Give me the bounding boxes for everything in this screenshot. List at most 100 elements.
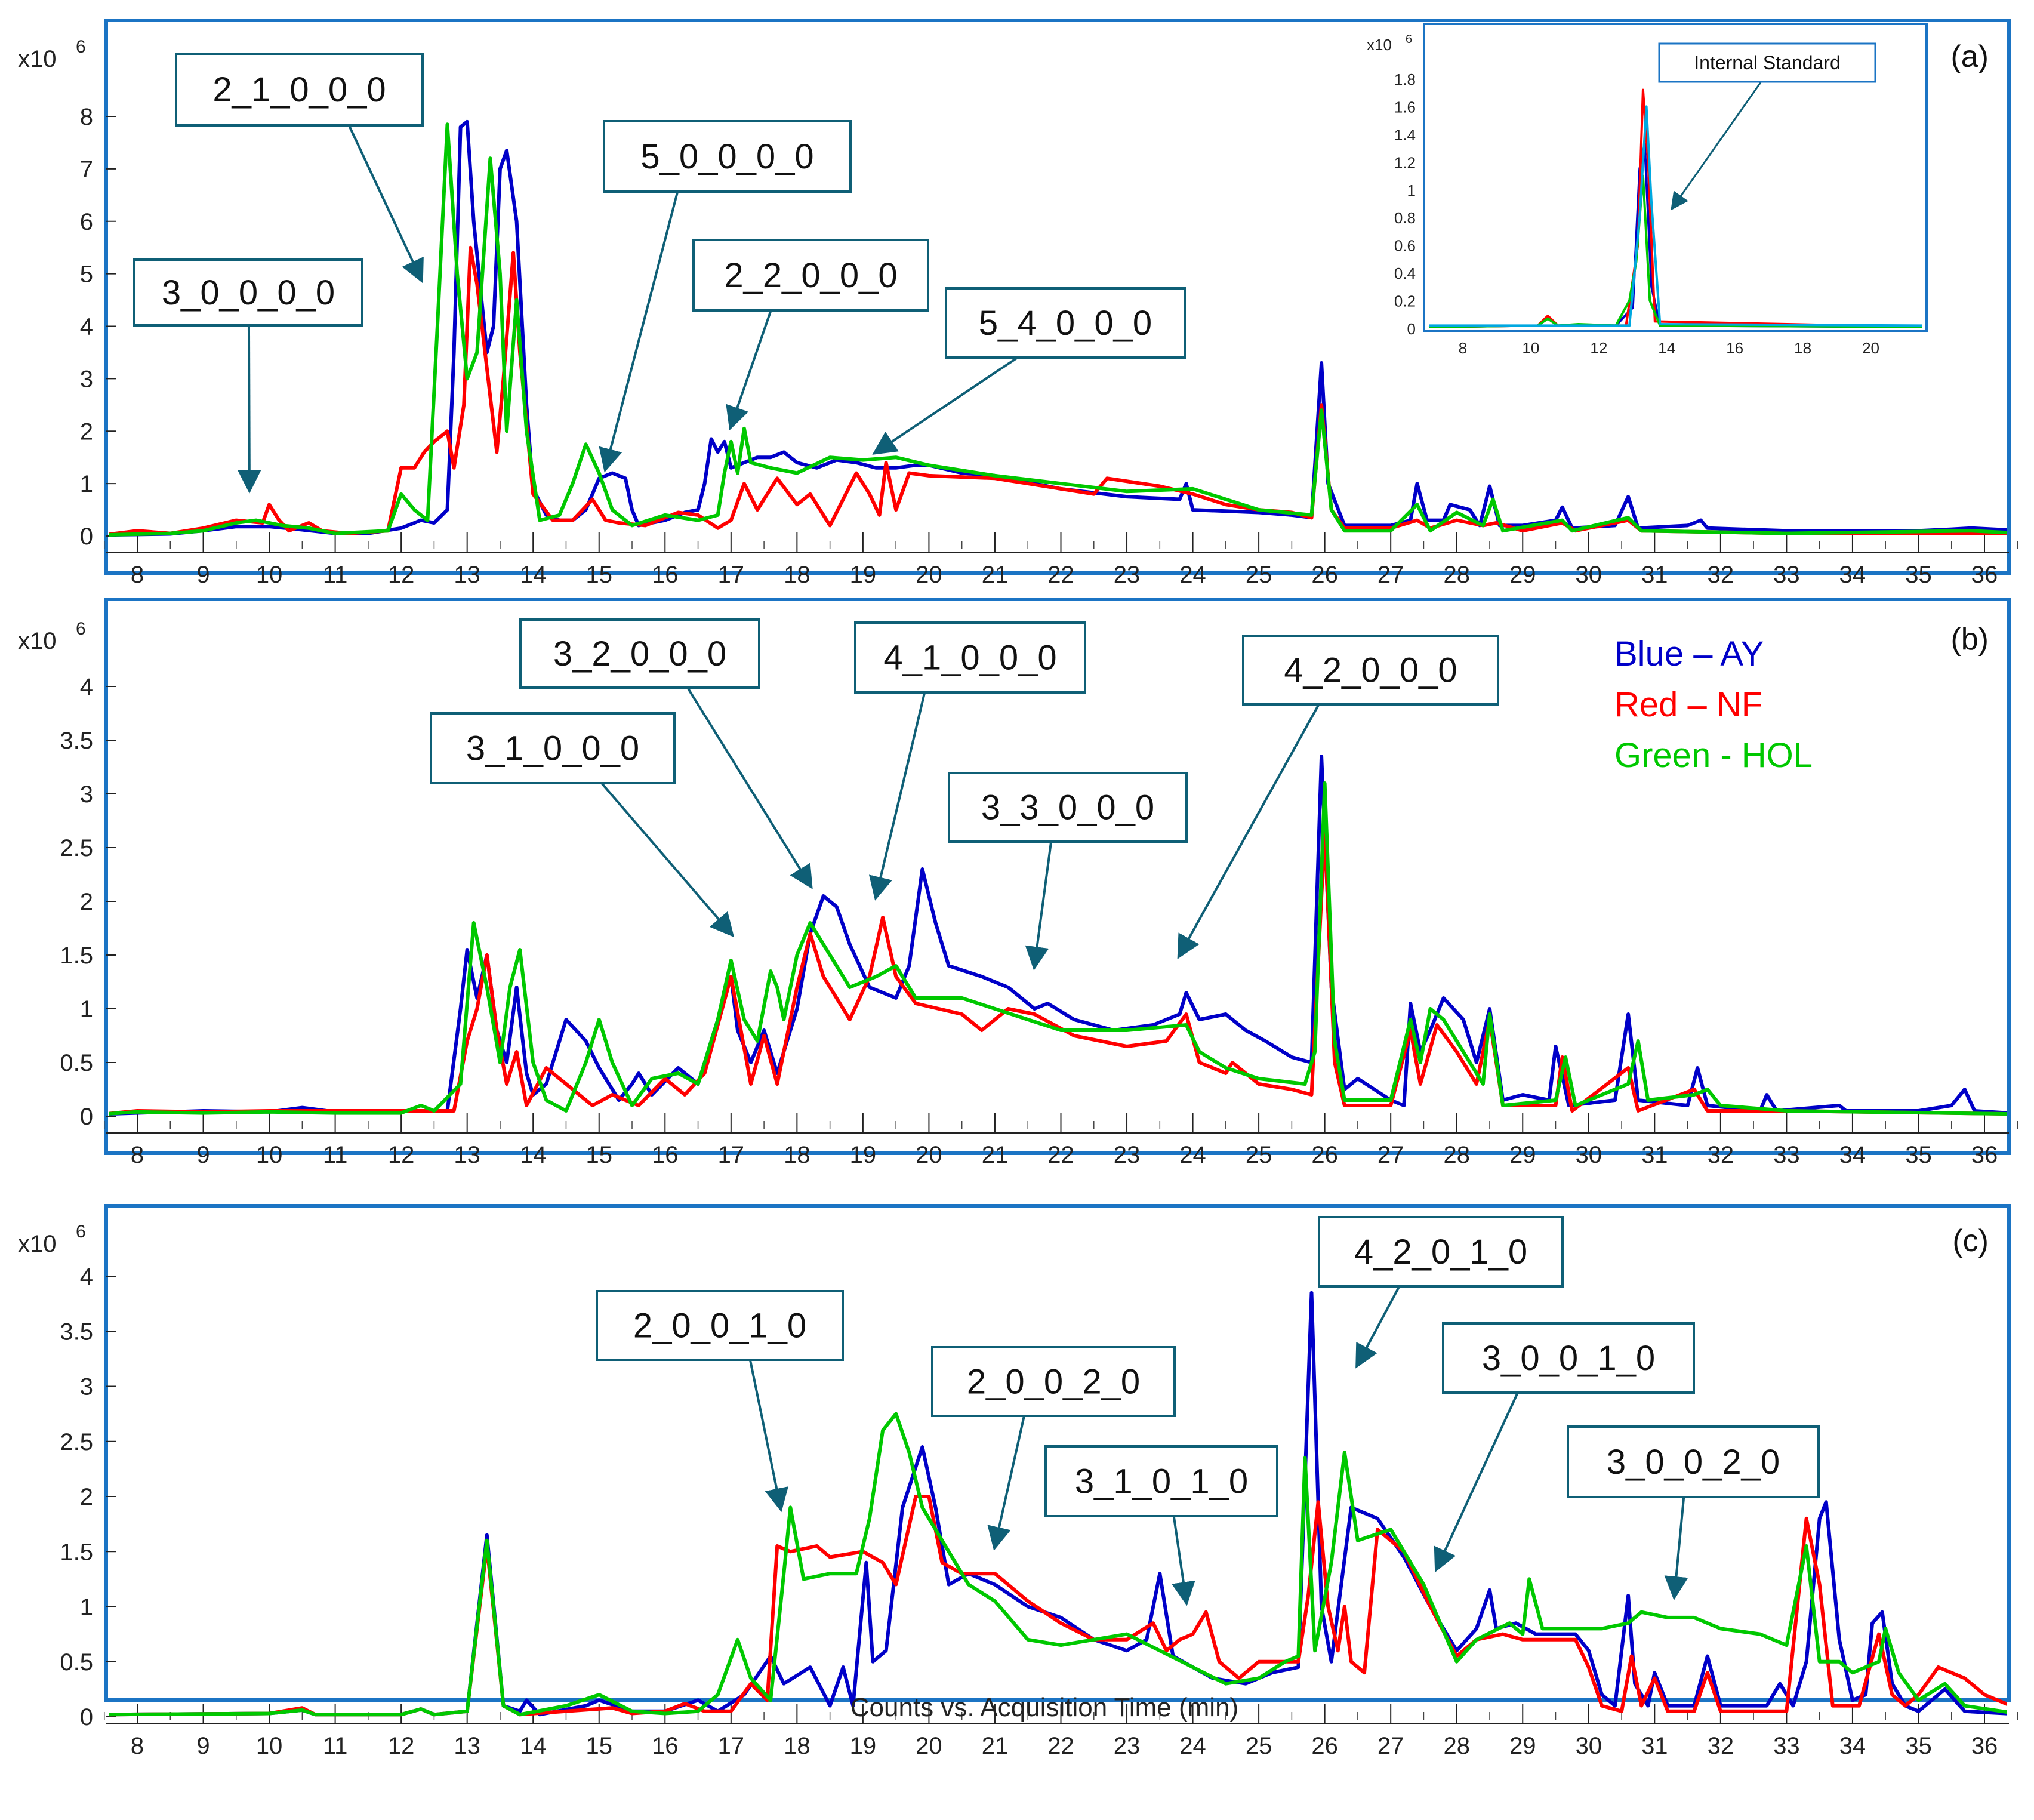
x-tick-label: 23 xyxy=(1114,1733,1141,1759)
x-tick-label: 10 xyxy=(256,1142,283,1168)
legend-entry: Blue – AY xyxy=(1614,635,1764,673)
y-tick-label: 4 xyxy=(80,674,93,700)
series-line-red xyxy=(109,245,2007,537)
x-tick-label: 19 xyxy=(850,1733,877,1759)
x-tick-label: 8 xyxy=(131,1733,144,1759)
annotation-arrow xyxy=(347,125,424,284)
x-tick-label: 12 xyxy=(388,562,415,588)
y-tick-label: 5 xyxy=(80,261,93,288)
x-tick-label: 8 xyxy=(131,562,144,588)
y-tick-label: 1 xyxy=(80,471,93,497)
y-exponent-label: x10 xyxy=(18,46,57,72)
y-tick-label: 3.5 xyxy=(60,1319,93,1345)
annotation-arrow xyxy=(1434,1392,1519,1573)
annotation-label: 2_1_0_0_0 xyxy=(212,70,386,109)
x-tick-label: 20 xyxy=(916,1733,942,1759)
annotation-arrow xyxy=(872,356,1019,455)
annotation-box xyxy=(133,258,363,327)
y-tick-label: 2 xyxy=(80,889,93,915)
y-tick-label: 3 xyxy=(80,781,93,808)
x-tick-label: 26 xyxy=(1311,562,1338,588)
x-tick-label: 32 xyxy=(1708,1142,1734,1168)
annotation-arrow xyxy=(600,782,735,938)
y-tick-label: 2 xyxy=(80,418,93,445)
annotation-arrow xyxy=(686,686,813,889)
x-tick-label: 24 xyxy=(1179,1142,1206,1168)
x-tick-label: 15 xyxy=(586,562,613,588)
x-tick-label: 30 xyxy=(1576,1733,1602,1759)
x-tick-label: 25 xyxy=(1246,1142,1272,1168)
x-tick-label: 10 xyxy=(256,562,283,588)
x-tick-label: 29 xyxy=(1509,1142,1536,1168)
x-tick-label: 20 xyxy=(916,562,942,588)
annotation-label: 4_2_0_0_0 xyxy=(1284,651,1457,690)
x-tick-label: 21 xyxy=(982,1142,1009,1168)
x-tick-label: 36 xyxy=(1971,1733,1998,1759)
annotation-box xyxy=(854,621,1086,694)
y-tick-label: 8 xyxy=(80,104,93,130)
annotation-arrow xyxy=(1172,1516,1195,1606)
annotation-arrow xyxy=(868,692,926,901)
annotation-arrow xyxy=(1664,1496,1688,1601)
x-axis-title: Counts vs. Acquisition Time (min) xyxy=(850,1693,1239,1722)
x-tick-label: 21 xyxy=(982,1733,1009,1759)
inset-y-tick-label: 1.2 xyxy=(1394,153,1416,171)
x-tick-label: 15 xyxy=(586,1733,613,1759)
panel-1: 8 9 10 11 12 13 14 15 16 17 18 19 20 21 22 23 24 25 26 27 28… xyxy=(18,19,2018,588)
x-tick-label: 19 xyxy=(850,562,877,588)
inset-exponent-label: x10 xyxy=(1367,36,1392,54)
inset-x-tick-label: 8 xyxy=(1459,339,1467,357)
x-tick-label: 8 xyxy=(131,1142,144,1168)
y-tick-label: 3.5 xyxy=(60,728,93,754)
x-tick-label: 14 xyxy=(520,1733,547,1759)
y-tick-label: 3 xyxy=(80,366,93,392)
annotation-arrow xyxy=(1177,704,1320,959)
x-tick-label: 33 xyxy=(1773,1142,1800,1168)
inset-x-tick-label: 16 xyxy=(1726,339,1743,357)
x-tick-label: 35 xyxy=(1905,562,1932,588)
annotation-label: 5_4_0_0_0 xyxy=(979,304,1152,343)
y-tick-label: 2 xyxy=(80,1484,93,1510)
y-exponent-power: 6 xyxy=(76,1222,86,1242)
x-tick-label: 29 xyxy=(1509,1733,1536,1759)
y-tick-label: 3 xyxy=(80,1374,93,1400)
y-exponent-power: 6 xyxy=(76,619,86,639)
series-line-blue xyxy=(109,755,2007,1116)
x-tick-label: 25 xyxy=(1246,1733,1272,1759)
x-tick-label: 26 xyxy=(1311,1733,1338,1759)
x-tick-label: 11 xyxy=(323,1733,348,1759)
y-exponent-power: 6 xyxy=(76,37,86,57)
x-tick-label: 23 xyxy=(1114,562,1141,588)
x-tick-label: 23 xyxy=(1114,1142,1141,1168)
annotation-box xyxy=(430,712,676,784)
annotation-box xyxy=(519,618,760,689)
annotation-arrow xyxy=(1025,841,1053,971)
annotation-label: 5_0_0_0_0 xyxy=(640,137,813,176)
x-tick-label: 31 xyxy=(1641,1142,1668,1168)
x-tick-label: 33 xyxy=(1773,562,1800,588)
inset-annotation-arrow xyxy=(1671,82,1762,211)
inset-x-tick-label: 18 xyxy=(1794,339,1811,357)
annotation-label: 3_2_0_0_0 xyxy=(553,635,726,673)
panel-2: 8 9 10 11 12 13 14 15 16 17 18 19 20 21 22 23 24 25 26 27 28… xyxy=(18,598,2018,1168)
annotation-box xyxy=(1318,1216,1564,1288)
annotation-box xyxy=(1567,1425,1820,1498)
y-exponent-label: x10 xyxy=(18,628,57,654)
y-tick-label: 1.5 xyxy=(60,1539,93,1565)
x-tick-label: 17 xyxy=(718,1142,745,1168)
x-tick-label: 27 xyxy=(1377,562,1404,588)
x-tick-label: 14 xyxy=(520,562,547,588)
x-tick-label: 22 xyxy=(1047,1142,1074,1168)
x-tick-label: 9 xyxy=(196,1142,209,1168)
y-tick-label: 4 xyxy=(80,314,93,340)
inset-x-tick-label: 14 xyxy=(1658,339,1675,357)
y-tick-label: 0 xyxy=(80,1104,93,1130)
x-tick-label: 22 xyxy=(1047,1733,1074,1759)
legend: Blue – AY Red – NF Green - HOL xyxy=(1614,635,1813,775)
inset-y-tick-label: 1.4 xyxy=(1394,126,1416,144)
x-tick-label: 31 xyxy=(1641,562,1668,588)
legend-entry: Red – NF xyxy=(1614,685,1762,724)
x-tick-label: 34 xyxy=(1839,1142,1866,1168)
annotation-label: 3_3_0_0_0 xyxy=(981,789,1154,827)
